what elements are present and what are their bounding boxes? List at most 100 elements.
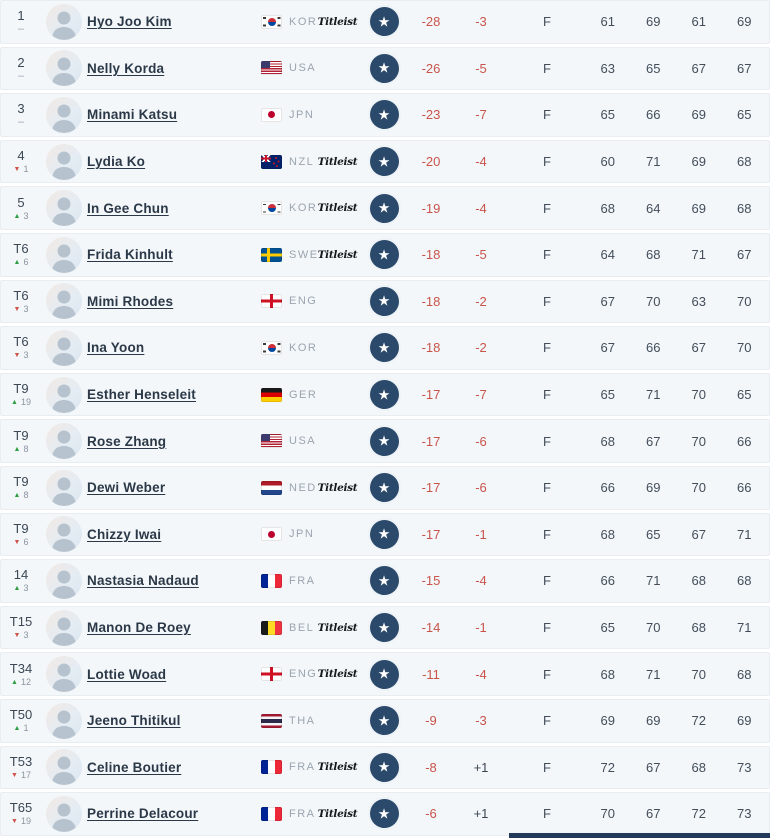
player-name-link[interactable]: Lydia Ko: [87, 154, 146, 170]
player-name-link[interactable]: Nastasia Nadaud: [87, 573, 199, 589]
thru-cell: F: [509, 107, 585, 122]
player-avatar[interactable]: [46, 656, 82, 693]
avatar-cell: [41, 376, 87, 413]
player-avatar[interactable]: [46, 283, 82, 320]
favorite-cell: ★: [359, 7, 409, 37]
position-cell: T9 ▲ 8: [1, 475, 41, 500]
person-silhouette-icon: [52, 756, 76, 786]
player-name-link[interactable]: Lottie Woad: [87, 666, 167, 682]
country-code: KOR: [289, 202, 318, 215]
person-silhouette-icon: [52, 197, 76, 227]
table-row: T65 ▼ 19 Perrine Delacour FRA Titleist ★ …: [0, 792, 770, 836]
round1-cell: 67: [585, 294, 631, 309]
round4-score: 73: [737, 759, 752, 775]
player-avatar[interactable]: [46, 329, 82, 366]
favorite-star-button[interactable]: ★: [369, 380, 399, 410]
favorite-star-button[interactable]: ★: [369, 566, 399, 596]
round3-score: 69: [691, 200, 706, 216]
player-avatar[interactable]: [46, 749, 82, 786]
favorite-star-button[interactable]: ★: [369, 613, 399, 643]
favorite-star-button[interactable]: ★: [369, 7, 399, 37]
round1-cell: 66: [585, 573, 631, 588]
country-code: ENG: [289, 668, 318, 681]
favorite-star-button[interactable]: ★: [369, 240, 399, 270]
player-avatar[interactable]: [46, 795, 82, 832]
player-name-link[interactable]: In Gee Chun: [87, 200, 169, 216]
round1-score: 63: [600, 60, 615, 76]
table-row: T15 ▼ 3 Manon De Roey BEL Titleist ★ -14: [0, 605, 770, 650]
player-name-link[interactable]: Mimi Rhodes: [87, 293, 174, 309]
movement-value: 3: [23, 630, 29, 641]
movement-indicator: –: [18, 24, 24, 35]
favorite-star-button[interactable]: ★: [369, 426, 399, 456]
player-name-link[interactable]: Chizzy Iwai: [87, 526, 162, 542]
avatar-cell: [41, 96, 87, 133]
favorite-star-button[interactable]: ★: [369, 147, 399, 177]
favorite-star-button[interactable]: ★: [369, 53, 399, 83]
player-name-link[interactable]: Nelly Korda: [87, 60, 165, 76]
country-flag-icon: [261, 527, 282, 542]
favorite-star-button[interactable]: ★: [369, 333, 399, 363]
favorite-star-button[interactable]: ★: [369, 752, 399, 782]
country-flag-icon: [261, 480, 282, 495]
favorite-star-button[interactable]: ★: [369, 519, 399, 549]
movement-down-icon: ▼: [11, 818, 18, 826]
titleist-logo: Titleist: [317, 807, 358, 820]
player-name-link[interactable]: Frida Kinhult: [87, 247, 173, 263]
player-avatar[interactable]: [46, 609, 82, 646]
favorite-cell: ★: [359, 659, 409, 689]
player-name-link[interactable]: Minami Katsu: [87, 107, 178, 123]
player-avatar[interactable]: [46, 190, 82, 227]
round2-cell: 71: [631, 667, 677, 682]
player-avatar[interactable]: [46, 516, 82, 553]
player-avatar[interactable]: [46, 562, 82, 599]
country-flag-icon: [261, 806, 282, 821]
player-name-cell: Esther Henseleit: [87, 387, 261, 402]
favorite-star-button[interactable]: ★: [369, 286, 399, 316]
round1-score: 68: [600, 666, 615, 682]
avatar-cell: [41, 50, 87, 87]
total-score: -20: [421, 154, 441, 170]
round2-cell: 64: [631, 201, 677, 216]
total-score: -11: [422, 666, 440, 682]
player-avatar[interactable]: [46, 469, 82, 506]
favorite-star-button[interactable]: ★: [369, 193, 399, 223]
player-avatar[interactable]: [46, 3, 82, 40]
favorite-star-button[interactable]: ★: [369, 100, 399, 130]
player-avatar[interactable]: [46, 236, 82, 273]
player-avatar[interactable]: [46, 96, 82, 133]
player-avatar[interactable]: [46, 143, 82, 180]
player-avatar[interactable]: [46, 423, 82, 460]
player-name-link[interactable]: Esther Henseleit: [87, 387, 196, 403]
titleist-logo: Titleist: [317, 761, 358, 774]
player-avatar[interactable]: [46, 702, 82, 739]
player-avatar[interactable]: [46, 50, 82, 87]
round3-cell: 61: [676, 14, 722, 29]
player-name-link[interactable]: Celine Boutier: [87, 759, 182, 775]
favorite-star-button[interactable]: ★: [369, 659, 399, 689]
country-code: BEL: [289, 621, 315, 634]
favorite-star-button[interactable]: ★: [369, 473, 399, 503]
table-row: 2 – Nelly Korda USA ★ -26: [0, 46, 770, 91]
round3-cell: 67: [676, 527, 722, 542]
player-name-link[interactable]: Jeeno Thitikul: [87, 713, 181, 729]
thru-status: F: [543, 433, 551, 449]
favorite-star-button[interactable]: ★: [369, 799, 399, 829]
player-name-link[interactable]: Rose Zhang: [87, 433, 167, 449]
player-name-link[interactable]: Perrine Delacour: [87, 806, 199, 822]
thru-cell: F: [509, 61, 585, 76]
country-flag-icon: [261, 760, 282, 775]
thru-cell: F: [509, 340, 585, 355]
player-avatar[interactable]: [46, 376, 82, 413]
player-name-link[interactable]: Ina Yoon: [87, 340, 145, 356]
player-name-link[interactable]: Dewi Weber: [87, 480, 166, 496]
country-cell: JPN: [261, 527, 316, 542]
table-row: T9 ▲ 8 Rose Zhang USA ★ -17: [0, 419, 770, 463]
favorite-star-button[interactable]: ★: [369, 706, 399, 736]
player-name-link[interactable]: Manon De Roey: [87, 620, 191, 636]
round4-score: 73: [737, 806, 752, 822]
avatar-cell: [41, 749, 87, 786]
today-score-cell: -5: [453, 247, 509, 262]
player-name-link[interactable]: Hyo Joo Kim: [87, 14, 172, 30]
round1-cell: 68: [585, 527, 631, 542]
